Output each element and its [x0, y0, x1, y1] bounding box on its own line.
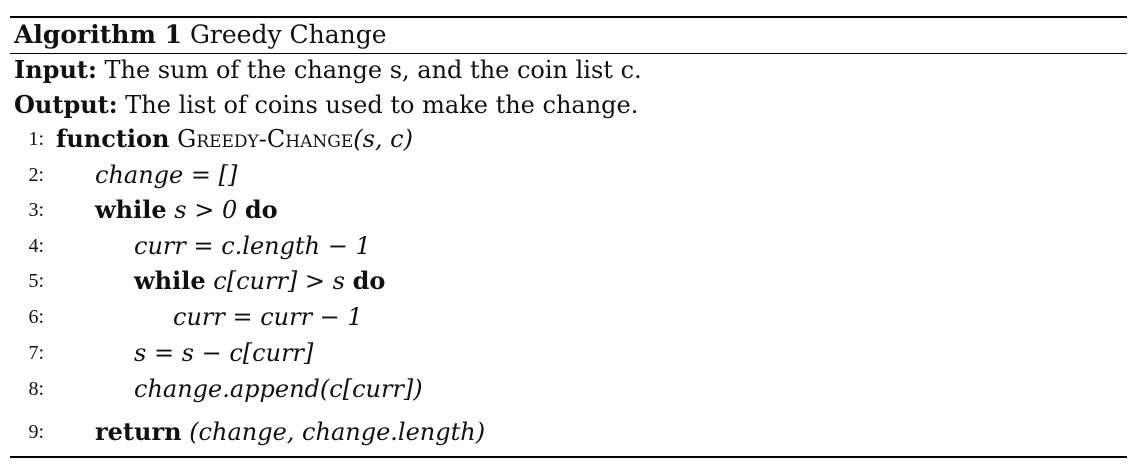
input-label: Input: [14, 55, 97, 84]
algorithm-label: Algorithm 1 [14, 20, 182, 49]
function-args: (s, c) [353, 125, 413, 153]
keyword: do [244, 195, 278, 224]
keyword: while [134, 266, 206, 295]
bottom-rule [10, 456, 1127, 458]
code-text: change = [] [95, 161, 238, 189]
keyword: function [56, 124, 170, 153]
code-text: function Greedy-Change(s, c) [56, 124, 413, 154]
keyword: do [352, 266, 386, 295]
condition: s > 0 [174, 196, 238, 224]
code-text: s = s − c[curr] [134, 339, 314, 367]
code-text: while s > 0 do [95, 195, 278, 225]
algorithm-title: Greedy Change [189, 20, 387, 49]
condition: c[curr] > s [213, 267, 345, 295]
function-name: Greedy-Change [177, 125, 354, 153]
code-text: while c[curr] > s do [134, 266, 385, 296]
keyword: return [95, 417, 182, 446]
line-number: 9: [28, 421, 44, 443]
line-number: 7: [28, 342, 44, 364]
line-number: 5: [28, 270, 44, 292]
output-label: Output: [14, 90, 118, 119]
algorithm-caption: Algorithm 1 Greedy Change [14, 20, 387, 50]
output-text: The list of coins used to make the chang… [125, 91, 639, 119]
input-line: Input: The sum of the change s, and the … [14, 55, 642, 85]
line-number: 6: [28, 306, 44, 328]
return-value: (change, change.length) [189, 418, 486, 446]
code-text: curr = c.length − 1 [134, 232, 371, 260]
code-text: return (change, change.length) [95, 417, 485, 447]
code-text: change.append(c[curr]) [134, 375, 423, 403]
line-number: 4: [28, 235, 44, 257]
caption-rule [10, 53, 1127, 54]
top-rule [10, 16, 1127, 18]
code-text: curr = curr − 1 [173, 303, 363, 331]
line-number: 2: [28, 164, 44, 186]
line-number: 1: [28, 128, 44, 150]
keyword: while [95, 195, 167, 224]
line-number: 8: [28, 378, 44, 400]
line-number: 3: [28, 199, 44, 221]
input-text: The sum of the change s, and the coin li… [104, 56, 642, 84]
output-line: Output: The list of coins used to make t… [14, 90, 638, 120]
